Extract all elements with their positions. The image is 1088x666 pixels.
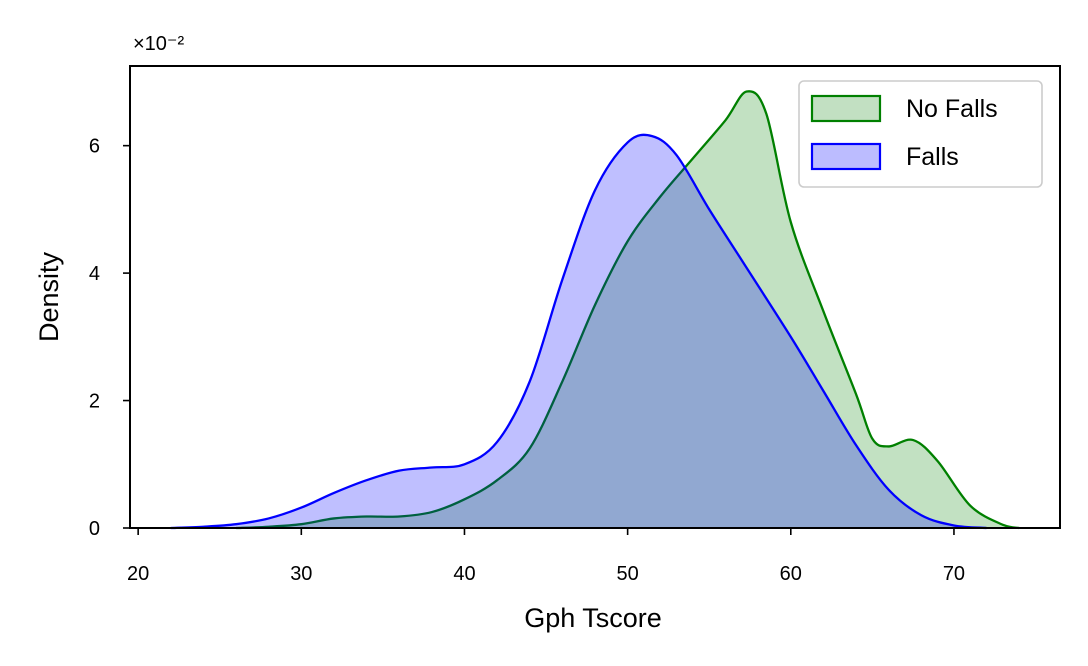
x-axis-label: Gph Tscore bbox=[524, 603, 662, 633]
plot-area bbox=[170, 90, 1020, 530]
x-tick-label: 50 bbox=[617, 563, 639, 585]
line-falls bbox=[170, 133, 987, 530]
x-tick-label: 40 bbox=[453, 563, 475, 585]
y-axis-label: Density bbox=[34, 251, 64, 342]
y-offset-label: ×10⁻² bbox=[133, 33, 184, 55]
axes-frame bbox=[129, 65, 1061, 529]
y-tick-label: 4 bbox=[89, 263, 100, 285]
y-tick-label: 6 bbox=[89, 136, 100, 158]
y-axis: 0 2 4 6 bbox=[89, 136, 130, 540]
y-tick-label: 2 bbox=[89, 391, 100, 413]
x-tick-label: 60 bbox=[780, 563, 802, 585]
area-no-falls bbox=[236, 91, 1020, 528]
legend-label-no-falls: No Falls bbox=[906, 95, 998, 123]
x-tick-label: 20 bbox=[127, 563, 149, 585]
x-tick-label: 30 bbox=[290, 563, 312, 585]
area-falls bbox=[170, 134, 987, 528]
legend-swatch-no-falls bbox=[810, 94, 882, 123]
y-tick-label: 0 bbox=[89, 518, 100, 540]
legend-label-falls: Falls bbox=[906, 143, 959, 171]
x-axis: 20 30 40 50 60 70 bbox=[127, 528, 965, 585]
legend-swatch-falls bbox=[810, 142, 882, 171]
line-no-falls bbox=[236, 90, 1020, 530]
x-tick-label: 70 bbox=[943, 563, 965, 585]
legend: No Falls Falls bbox=[798, 80, 1043, 188]
